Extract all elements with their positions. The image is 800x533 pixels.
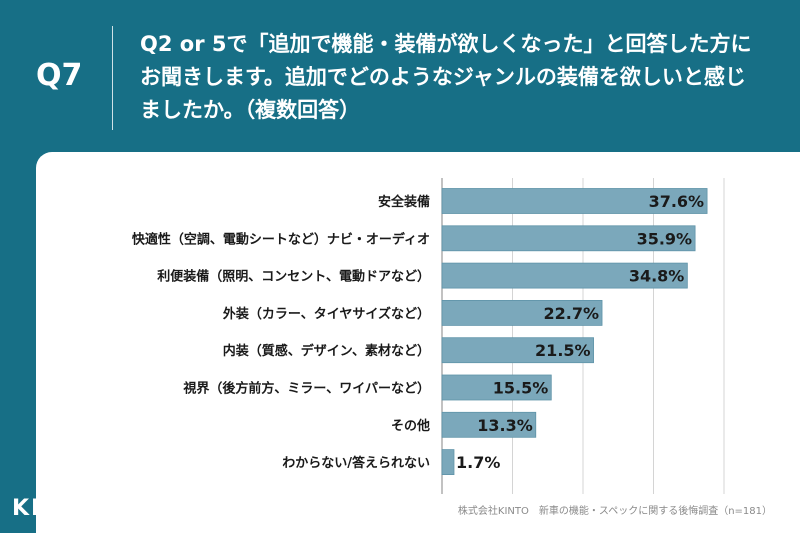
question-number: Q7 [36,58,83,93]
value-label: 35.9% [637,229,693,248]
header-divider [112,26,113,130]
category-label: 視界（後方前方、ミラー、ワイパーなど） [182,381,430,397]
value-label: 37.6% [649,192,705,211]
category-label: 快適性（空調、電動シートなど）ナビ・オーディオ [132,231,430,247]
value-label: 21.5% [535,341,591,360]
value-label: 1.7% [456,453,500,472]
category-label: 内装（質感、デザイン、素材など） [223,343,430,359]
bar [441,411,537,438]
category-label: 利便装備（照明、コンセント、電動ドアなど） [157,269,430,285]
category-label: 外装（カラー、タイヤサイズなど） [222,306,430,322]
category-label: わからない/答えられない [282,455,430,471]
category-label: その他 [391,418,430,434]
bar [441,262,688,289]
kinto-logo: KINTO [12,492,99,521]
bar [441,225,696,252]
value-label: 22.7% [544,304,600,323]
bar [441,449,455,476]
value-label: 34.8% [629,267,685,286]
header: Q7 Q2 or 5で「追加で機能・装備が欲しくなった」と回答した方にお聞きしま… [0,0,800,152]
bar [441,374,552,401]
bar [441,337,594,364]
bar [441,299,603,326]
category-label: 安全装備 [378,194,430,210]
value-label: 13.3% [477,416,533,435]
value-label: 15.5% [493,379,549,398]
chart-panel [36,152,800,533]
source-note: 株式会社KINTO 新車の機能・スペックに関する後悔調査（n=181） [457,506,772,517]
question-title: Q2 or 5で「追加で機能・装備が欲しくなった」と回答した方にお聞きします。追… [140,32,752,122]
svg-text:KINTO: KINTO [12,496,99,521]
bar [441,188,708,214]
